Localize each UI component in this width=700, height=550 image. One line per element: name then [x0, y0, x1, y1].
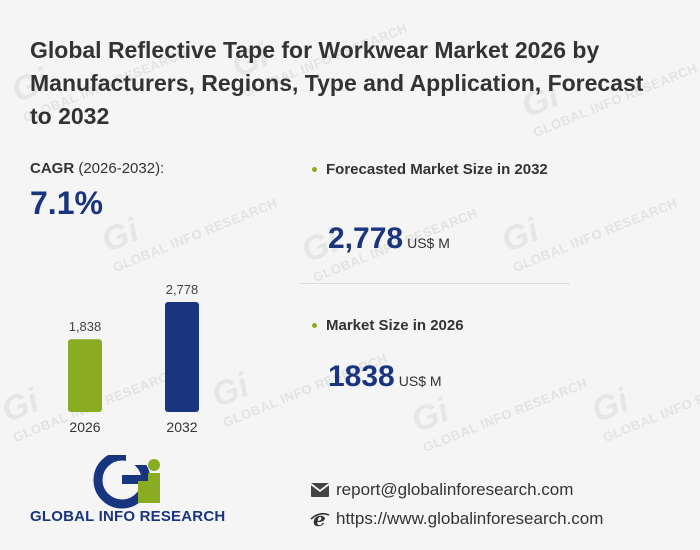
current-label-text: Market Size in 2026 [326, 317, 464, 334]
current-value: 1838 [328, 360, 395, 393]
bullet-icon [312, 167, 317, 172]
cagr-label: CAGR (2026-2032): [30, 160, 164, 177]
svg-text:e: e [313, 509, 326, 529]
bar-2026 [68, 339, 102, 412]
bar-value-label-2032: 2,778 [166, 282, 199, 297]
category-label-2026: 2026 [69, 419, 100, 435]
forecast-label: Forecasted Market Size in 2032 [312, 160, 572, 180]
current-label: Market Size in 2026 [312, 316, 572, 336]
cagr-value: 7.1% [30, 185, 103, 221]
email-contact[interactable]: report@globalinforesearch.com [310, 480, 573, 500]
website-contact[interactable]: e https://www.globalinforesearch.com [310, 509, 603, 529]
forecast-unit: US$ M [407, 235, 450, 251]
forecast-label-text: Forecasted Market Size in 2032 [326, 161, 548, 178]
logo-text: GLOBAL INFO RESEARCH [30, 508, 226, 525]
bullet-icon [312, 323, 317, 328]
current-unit: US$ M [398, 373, 442, 389]
bar-2032 [165, 302, 199, 412]
email-link[interactable]: report@globalinforesearch.com [336, 480, 574, 499]
bar-value-label-2026: 1,838 [69, 319, 102, 334]
website-link[interactable]: https://www.globalinforesearch.com [336, 509, 604, 528]
envelope-icon [310, 481, 330, 499]
forecast-value-row: 2,778 US$ M [328, 222, 450, 256]
category-label-2032: 2032 [166, 419, 197, 435]
divider [300, 283, 570, 284]
cagr-label-period: (2026-2032): [74, 160, 165, 177]
global-info-research-logo-icon [93, 455, 160, 509]
page-title: Global Reflective Tape for Workwear Mark… [30, 37, 644, 129]
cagr-label-bold: CAGR [30, 160, 75, 177]
current-metric: Market Size in 2026 [312, 316, 572, 336]
forecast-metric: Forecasted Market Size in 2032 [312, 160, 572, 180]
forecast-value: 2,778 [328, 222, 404, 255]
current-value-row: 1838 US$ M [328, 360, 442, 394]
browser-e-icon: e [310, 509, 330, 529]
